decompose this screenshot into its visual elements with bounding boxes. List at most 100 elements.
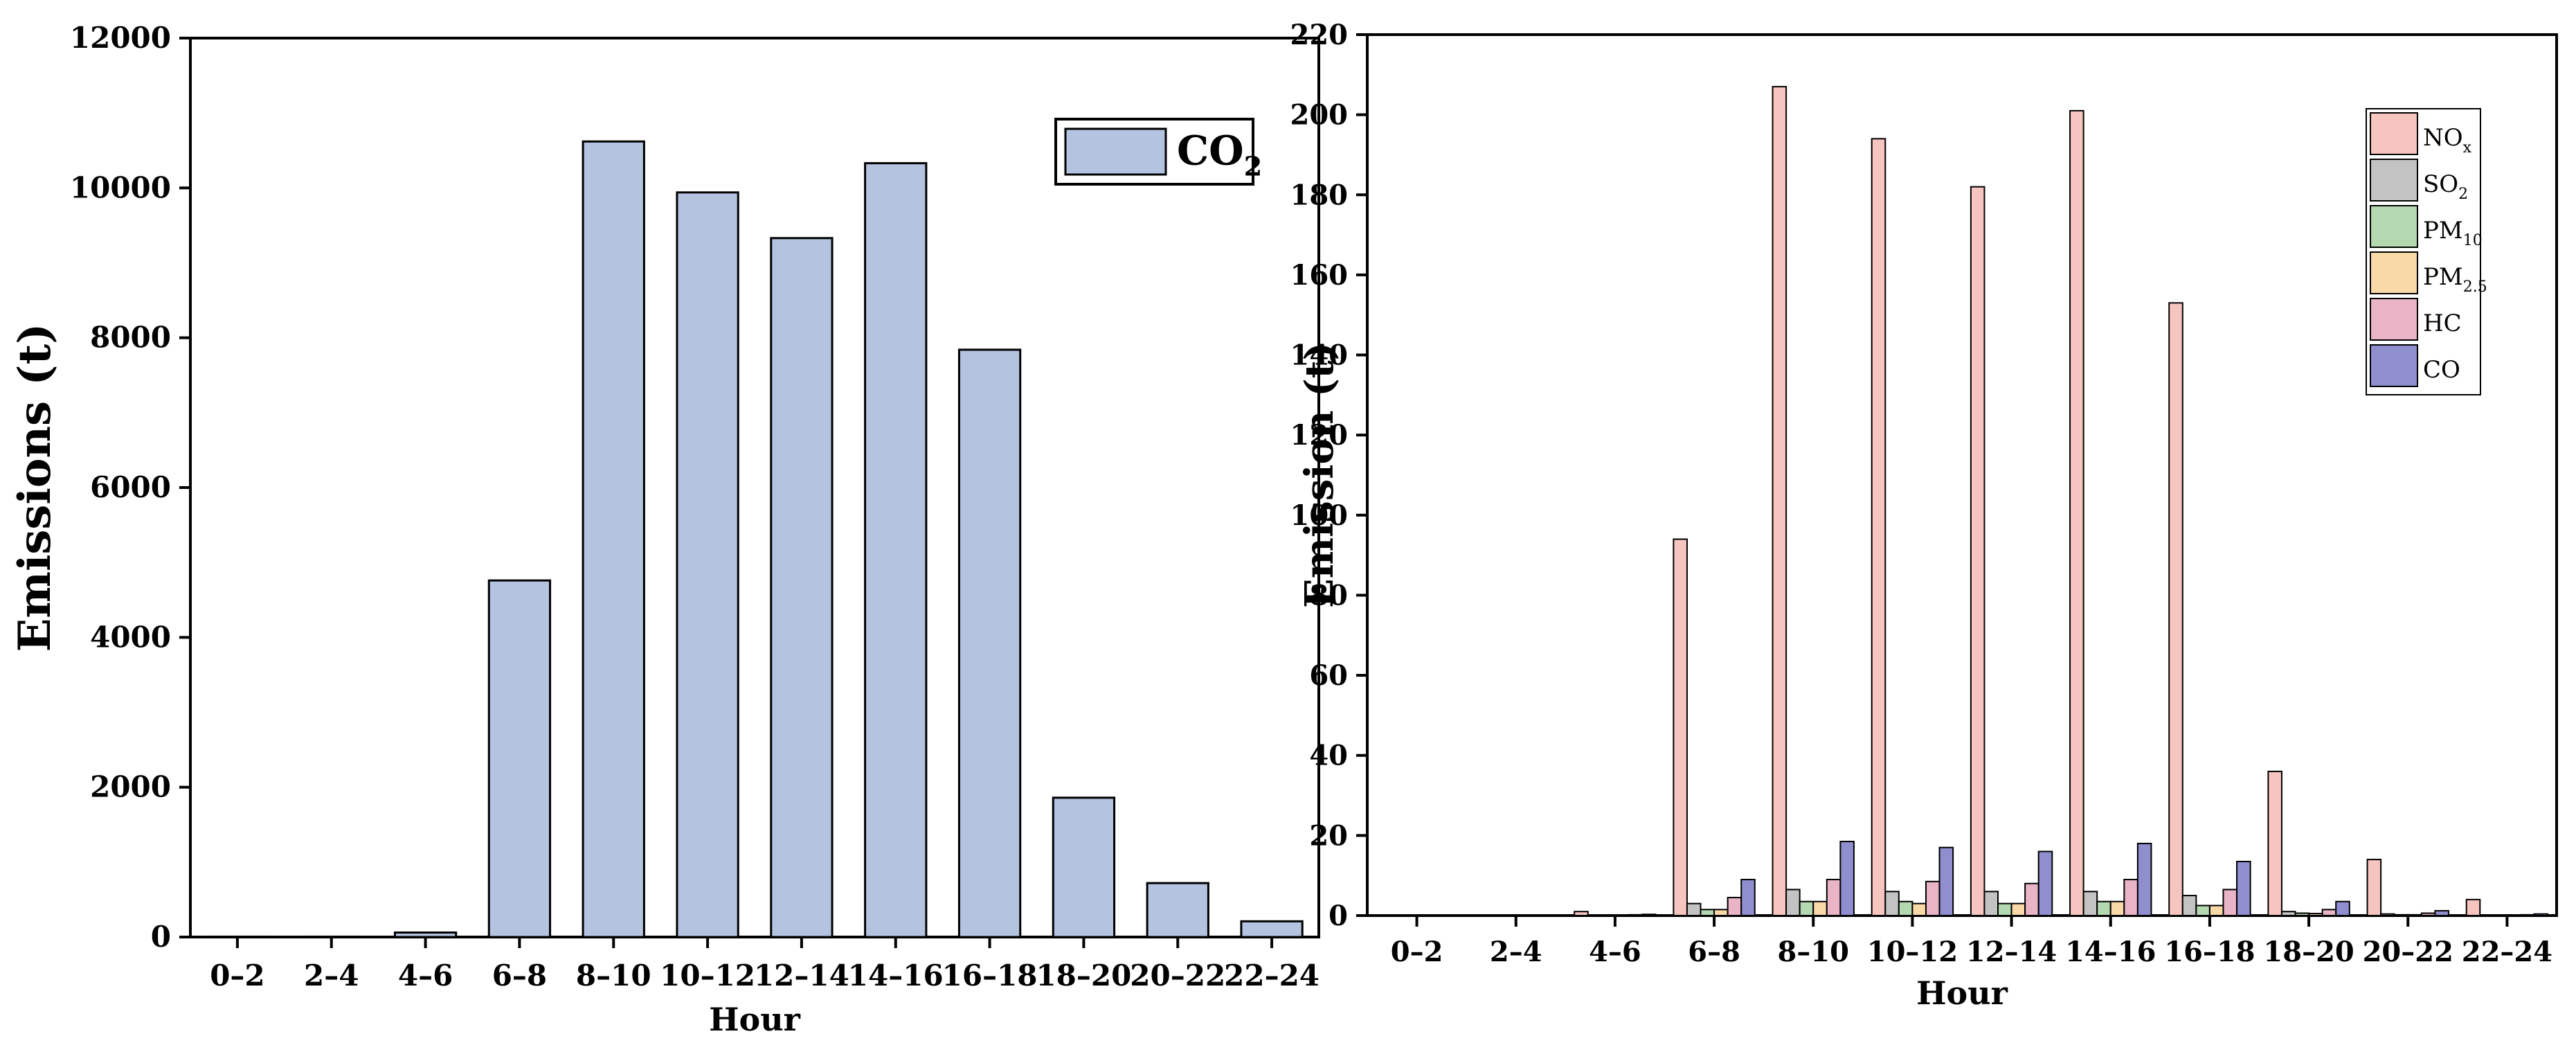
bar-pm2-5-6-8 (1713, 909, 1729, 916)
x-tick-label: 20–22 (1130, 959, 1225, 992)
y-tick-label: 6000 (90, 470, 171, 504)
x-tick-label: 20–22 (2363, 936, 2453, 968)
legend-swatch-pm2-5 (2370, 251, 2418, 294)
y-tick-label: 0 (1328, 900, 1348, 932)
legend-label-hc: HC (2423, 310, 2462, 337)
bar-so2-10-12 (1884, 891, 1900, 916)
x-tick-label: 16–18 (2164, 936, 2255, 968)
bar-pm10-8-10 (1799, 900, 1814, 917)
plot-frame (1366, 33, 2558, 917)
y-tick-label: 4000 (90, 620, 171, 654)
bar-hc-4-6 (1628, 913, 1643, 916)
y-axis-label: Emission (t) (1297, 342, 1342, 608)
x-tick-label: 4–6 (398, 959, 453, 992)
bar-hc-20-22 (2420, 912, 2436, 916)
x-tick-label: 6–8 (1688, 936, 1740, 968)
bar-nox-6-8 (1673, 538, 1688, 916)
legend-label-co: CO (2423, 356, 2460, 384)
bar-hc-16-18 (2222, 889, 2238, 917)
bar-nox-4-6 (1574, 911, 1589, 916)
legend-label-co2: CO2 (1177, 127, 1262, 181)
y-tick-label: 10000 (70, 170, 171, 204)
bar-pm2-5-18-20 (2308, 913, 2323, 917)
bar-nox-16-18 (2168, 302, 2183, 916)
x-tick-label: 18–20 (2263, 936, 2354, 968)
bar-pm10-18-20 (2294, 912, 2310, 916)
bar-co-20-22 (2434, 910, 2449, 916)
bar-nox-12-14 (1970, 186, 1985, 916)
bar-co-6-8 (1740, 878, 1756, 916)
bar-nox-14-16 (2069, 109, 2084, 917)
x-tick-label: 0–2 (210, 959, 264, 992)
bar-pm2-5-14-16 (2109, 900, 2125, 917)
bar-so2-20-22 (2380, 913, 2395, 916)
x-tick-label: 4–6 (1589, 936, 1641, 968)
y-tick-label: 220 (1290, 19, 1349, 51)
chart-pollutant-emissions: 0 20 40 60 80 100 120 140 160 180 200 220 0–2 2–4 4–6 6… (1290, 19, 2558, 1012)
bar-co2-16-18 (957, 348, 1022, 938)
x-tick-label: 10–12 (660, 959, 755, 992)
bar-hc-10-12 (1925, 880, 1940, 916)
bar-hc-12-14 (2024, 882, 2039, 917)
x-tick-label: 2–4 (1490, 936, 1542, 968)
bar-co-12-14 (2037, 850, 2053, 917)
x-axis-label: Hour (1916, 974, 2008, 1012)
bar-pm10-4-6 (1601, 914, 1616, 917)
bar-so2-18-20 (2280, 911, 2296, 916)
legend-swatch-so2 (2370, 159, 2418, 202)
legend-label-pm2-5: PM2.5 (2423, 263, 2487, 296)
bar-nox-22-24 (2465, 898, 2481, 916)
bar-nox-20-22 (2366, 859, 2382, 917)
y-tick-label: 80 (1309, 579, 1348, 612)
bar-co2-10-12 (676, 191, 739, 938)
bar-pm10-16-18 (2195, 904, 2210, 916)
bar-co2-22-24 (1240, 920, 1304, 938)
bar-co-8-10 (1839, 841, 1855, 917)
bar-hc-6-8 (1727, 896, 1742, 916)
legend-swatch-co2 (1064, 127, 1167, 176)
bar-co-22-24 (2533, 913, 2549, 916)
bar-nox-18-20 (2267, 770, 2282, 916)
x-tick-label: 2–4 (304, 959, 359, 992)
bar-so2-8-10 (1785, 889, 1801, 917)
bar-co2-18-20 (1052, 796, 1116, 938)
bar-co-14-16 (2136, 842, 2152, 916)
x-tick-label: 22–24 (2462, 936, 2552, 968)
legend: CO2 (1054, 118, 1262, 186)
bar-hc-14-16 (2123, 878, 2138, 916)
legend-label-pm10: PM10 (2423, 217, 2483, 249)
y-tick-label: 20 (1309, 819, 1348, 852)
chart-co2-emissions: 0 2000 4000 6000 8000 10000 12000 0–2 2–4 4–6 6–8 8… (9, 21, 1320, 1038)
y-tick-label: 160 (1290, 259, 1349, 292)
y-tick-label: 60 (1309, 659, 1348, 692)
y-tick-label: 100 (1290, 499, 1349, 532)
bar-co2-6-8 (487, 579, 552, 938)
legend-label-so2: SO2 (2423, 170, 2468, 203)
bar-pm2-5-16-18 (2208, 904, 2224, 916)
bar-nox-10-12 (1871, 138, 1886, 916)
x-tick-label: 18–20 (1036, 959, 1131, 992)
legend: NOx SO2 PM10 PM2.5 HC CO (2366, 108, 2487, 395)
x-tick-label: 6–8 (492, 959, 547, 992)
bar-pm10-12-14 (1997, 902, 2012, 916)
bar-so2-22-24 (2479, 914, 2494, 917)
bar-co2-4-6 (393, 931, 458, 938)
bar-pm2-5-8-10 (1812, 900, 1828, 917)
y-tick-label: 8000 (90, 321, 171, 355)
bar-pm10-14-16 (2096, 900, 2111, 917)
y-tick-label: 0 (151, 920, 171, 954)
bar-nox-8-10 (1772, 86, 1787, 916)
x-tick-label: 16–18 (942, 959, 1038, 992)
bar-hc-8-10 (1826, 878, 1841, 916)
y-tick-label: 200 (1290, 99, 1349, 132)
y-tick-label: 140 (1290, 339, 1349, 372)
bar-co2-2-4 (300, 935, 363, 938)
bar-pm10-10-12 (1898, 900, 1913, 917)
bar-pm2-5-10-12 (1911, 902, 1927, 916)
x-tick-label: 8–10 (576, 959, 651, 992)
legend-label-nox: NOx (2423, 124, 2472, 157)
bar-co2-12-14 (770, 237, 834, 938)
bar-pm2-5-20-22 (2407, 913, 2422, 916)
bar-hc-18-20 (2321, 909, 2337, 916)
